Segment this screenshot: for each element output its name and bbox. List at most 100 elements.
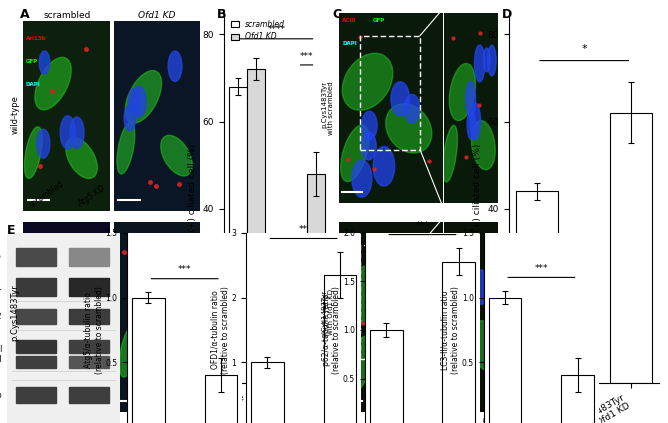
Ellipse shape: [472, 121, 495, 170]
Ellipse shape: [125, 71, 162, 123]
Text: DAPI: DAPI: [343, 41, 357, 46]
Text: LC3-I
LC3-II: LC3-I LC3-II: [0, 345, 2, 364]
Circle shape: [459, 354, 466, 378]
Text: ***: ***: [415, 221, 430, 230]
Text: α-tub: α-tub: [0, 390, 2, 400]
Bar: [69, 387, 109, 403]
Ellipse shape: [443, 125, 458, 182]
Ellipse shape: [444, 346, 458, 402]
Circle shape: [467, 110, 476, 139]
Text: scrambled: scrambled: [27, 179, 65, 209]
Y-axis label: LC3-II/α-tubulin ratio
(relative to scrambled): LC3-II/α-tubulin ratio (relative to scra…: [441, 286, 460, 374]
Bar: [132, 297, 165, 423]
Circle shape: [373, 146, 395, 186]
Ellipse shape: [35, 58, 71, 110]
Bar: [16, 248, 55, 266]
Bar: [16, 356, 55, 368]
Ellipse shape: [25, 127, 42, 179]
Ellipse shape: [120, 325, 137, 377]
Circle shape: [39, 51, 50, 74]
Y-axis label: GFP (+) ciliated cell (%): GFP (+) ciliated cell (%): [473, 143, 482, 252]
Circle shape: [60, 116, 75, 149]
Ellipse shape: [388, 317, 434, 366]
Circle shape: [54, 378, 67, 407]
Circle shape: [488, 45, 496, 76]
Text: Atg5: Atg5: [0, 253, 2, 261]
Circle shape: [462, 320, 472, 353]
Circle shape: [461, 334, 472, 376]
Bar: [561, 375, 594, 423]
Text: p.Cys1483Tyr
with scrambled: p.Cys1483Tyr with scrambled: [321, 81, 334, 135]
Circle shape: [124, 105, 136, 131]
Text: p62: p62: [0, 312, 2, 321]
Circle shape: [379, 273, 399, 311]
Text: GFP: GFP: [373, 19, 385, 23]
Circle shape: [466, 82, 476, 117]
Bar: [307, 174, 325, 383]
Circle shape: [64, 378, 79, 409]
Text: ***: ***: [534, 264, 548, 272]
Bar: [610, 113, 653, 383]
Text: *: *: [581, 44, 587, 54]
Ellipse shape: [472, 321, 496, 370]
Circle shape: [352, 160, 372, 197]
Circle shape: [474, 45, 485, 82]
Ellipse shape: [164, 331, 196, 371]
Bar: [251, 363, 284, 423]
Y-axis label: OFD1/α-tubulin ratio
(relative to scrambled): OFD1/α-tubulin ratio (relative to scramb…: [210, 286, 230, 374]
Circle shape: [470, 103, 480, 140]
Bar: [16, 340, 55, 353]
Text: p.Cys1483Tyr
with Ofd1 KD: p.Cys1483Tyr with Ofd1 KD: [321, 289, 334, 337]
Circle shape: [484, 48, 490, 72]
Circle shape: [132, 86, 146, 117]
Y-axis label: p62/α-tubulin ratio
(relative to scrambled): p62/α-tubulin ratio (relative to scrambl…: [322, 286, 341, 374]
Bar: [69, 248, 109, 266]
Text: OFD1: OFD1: [0, 283, 2, 291]
Circle shape: [416, 351, 434, 383]
Bar: [516, 191, 558, 383]
Text: ****: ****: [268, 25, 285, 33]
Circle shape: [418, 380, 436, 414]
Ellipse shape: [346, 336, 374, 393]
Text: DAPI: DAPI: [26, 82, 41, 87]
Text: E: E: [7, 224, 15, 237]
Text: p.Cys1483Tyr: p.Cys1483Tyr: [10, 285, 19, 341]
Ellipse shape: [130, 261, 166, 314]
Text: ACIII: ACIII: [343, 19, 357, 23]
Bar: [69, 356, 109, 368]
Bar: [442, 262, 475, 423]
Bar: [16, 387, 55, 403]
Y-axis label: GFP (+) ciliated cell (%): GFP (+) ciliated cell (%): [188, 143, 197, 252]
Text: ***: ***: [300, 52, 313, 60]
Ellipse shape: [450, 63, 476, 121]
Text: Arl13b: Arl13b: [26, 36, 47, 41]
Bar: [323, 275, 356, 423]
Ellipse shape: [161, 135, 192, 176]
Text: A: A: [20, 8, 29, 22]
Circle shape: [128, 88, 141, 115]
Circle shape: [391, 82, 409, 116]
Circle shape: [68, 338, 83, 371]
Ellipse shape: [341, 264, 391, 321]
Circle shape: [361, 132, 376, 160]
Text: Ofd1 KD: Ofd1 KD: [138, 11, 176, 20]
Circle shape: [361, 111, 377, 140]
Ellipse shape: [36, 258, 72, 311]
Circle shape: [33, 354, 45, 377]
Circle shape: [145, 266, 156, 291]
Text: Atg5 KD: Atg5 KD: [76, 184, 108, 209]
Ellipse shape: [31, 313, 49, 364]
Bar: [69, 340, 109, 353]
Bar: [16, 308, 55, 324]
Ellipse shape: [68, 335, 100, 376]
Circle shape: [464, 296, 474, 329]
Bar: [204, 375, 237, 423]
Bar: [489, 297, 522, 423]
Text: B: B: [217, 8, 226, 22]
Ellipse shape: [341, 125, 369, 181]
Text: C: C: [333, 8, 342, 22]
Ellipse shape: [66, 138, 98, 179]
Legend: scrambled, Ofd1 KD: scrambled, Ofd1 KD: [228, 16, 288, 44]
Bar: [246, 69, 265, 383]
Text: GFP: GFP: [26, 59, 38, 64]
